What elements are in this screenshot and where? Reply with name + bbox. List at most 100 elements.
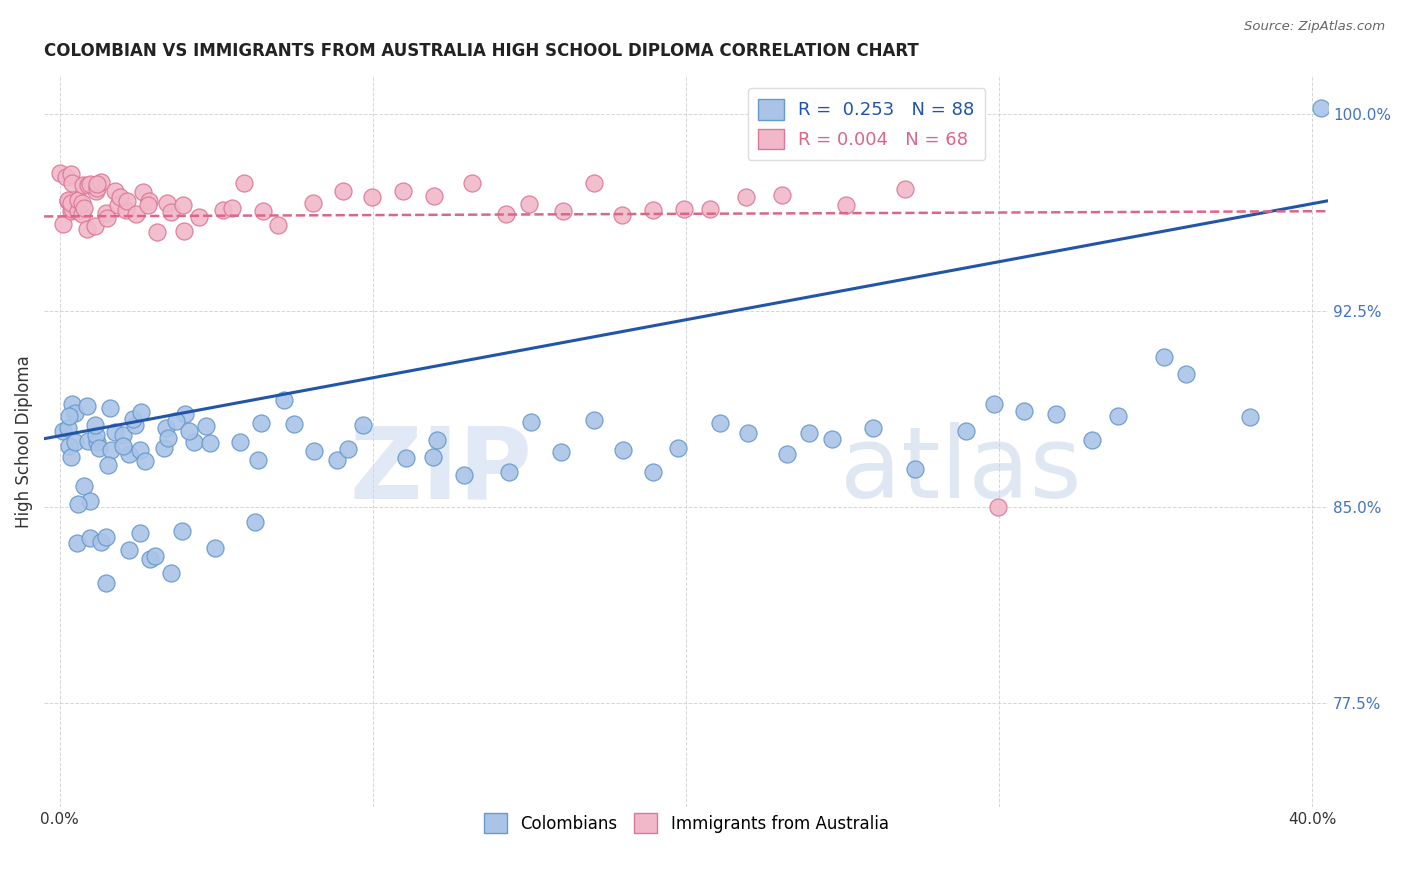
Point (96, 458, 118, 472)
Point (107, 197, 129, 211)
Point (84, 428, 107, 442)
Point (737, 425, 759, 440)
Point (273, 392, 295, 407)
Point (170, 524, 193, 538)
Point (904, 462, 927, 476)
Point (55, 169, 77, 184)
Point (1045, 408, 1067, 422)
Point (155, 421, 177, 435)
Point (58, 193, 80, 207)
Point (582, 413, 605, 427)
Point (495, 207, 517, 221)
Point (63, 200, 86, 214)
Point (172, 198, 194, 212)
Point (86, 180, 108, 194)
Text: ZIP: ZIP (349, 422, 531, 519)
Point (70, 196, 93, 211)
Point (641, 202, 664, 217)
Point (183, 434, 205, 449)
Point (84, 417, 107, 432)
Point (134, 453, 156, 467)
Point (250, 416, 273, 430)
Point (66, 194, 89, 208)
Point (987, 500, 1010, 514)
Point (90, 175, 112, 189)
Point (392, 185, 415, 199)
Point (112, 439, 135, 453)
Point (90, 534, 112, 549)
Point (709, 416, 731, 430)
Point (212, 202, 235, 217)
Point (582, 177, 605, 191)
Point (115, 194, 138, 208)
Point (125, 207, 148, 221)
Point (422, 189, 444, 203)
Point (735, 190, 758, 204)
Point (79, 532, 101, 546)
Point (395, 451, 418, 466)
Point (98, 401, 121, 415)
Point (160, 205, 183, 219)
Point (86, 434, 108, 449)
Point (1012, 404, 1035, 418)
Point (103, 425, 125, 439)
Point (94, 576, 117, 591)
Point (453, 468, 475, 483)
Point (76, 178, 98, 193)
Point (132, 185, 155, 199)
Point (1174, 367, 1197, 381)
Point (799, 425, 821, 440)
Point (60, 167, 83, 181)
Point (73, 479, 96, 493)
Point (498, 465, 520, 479)
Point (122, 412, 145, 426)
Point (426, 433, 449, 447)
Point (70, 207, 93, 221)
Point (173, 407, 195, 421)
Point (115, 202, 138, 217)
Point (673, 202, 696, 216)
Point (612, 442, 634, 457)
Point (94, 206, 117, 220)
Point (82, 178, 104, 193)
Point (153, 441, 176, 455)
Point (60, 203, 83, 218)
Point (770, 187, 793, 202)
Point (302, 195, 325, 210)
Point (1153, 350, 1175, 364)
Point (520, 416, 543, 430)
Text: atlas: atlas (841, 422, 1081, 519)
Point (336, 442, 359, 457)
Point (73, 201, 96, 215)
Point (246, 452, 269, 467)
Point (79, 177, 101, 191)
Point (129, 405, 152, 419)
Point (72, 178, 94, 193)
Point (835, 197, 858, 211)
Point (52, 217, 75, 231)
Point (302, 444, 325, 458)
Point (87, 442, 110, 456)
Y-axis label: High School Diploma: High School Diploma (15, 355, 32, 528)
Point (699, 202, 721, 216)
Point (332, 184, 354, 198)
Point (59, 195, 82, 210)
Point (198, 435, 221, 450)
Point (641, 465, 664, 479)
Point (58, 409, 80, 423)
Point (83, 219, 105, 234)
Point (550, 445, 572, 459)
Point (139, 551, 162, 566)
Point (56, 194, 79, 208)
Point (893, 182, 915, 196)
Point (124, 417, 146, 432)
Point (104, 184, 127, 198)
Point (157, 431, 180, 445)
Point (195, 419, 218, 434)
Point (326, 453, 349, 467)
Point (138, 194, 160, 209)
Point (129, 525, 152, 540)
Point (177, 425, 200, 439)
Point (52, 424, 75, 438)
Point (360, 190, 382, 204)
